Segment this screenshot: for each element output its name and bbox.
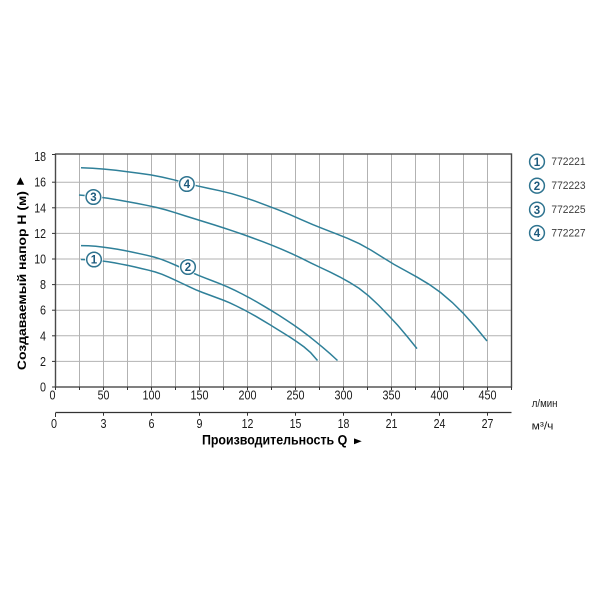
svg-text:14: 14 <box>34 201 46 215</box>
svg-text:4: 4 <box>534 228 541 240</box>
svg-text:21: 21 <box>386 417 398 431</box>
svg-text:3: 3 <box>90 192 96 204</box>
svg-text:0: 0 <box>51 417 57 431</box>
svg-text:400: 400 <box>431 389 449 403</box>
svg-text:4: 4 <box>40 329 46 343</box>
svg-text:2: 2 <box>185 262 191 274</box>
svg-text:10: 10 <box>34 253 46 267</box>
svg-text:350: 350 <box>383 389 401 403</box>
svg-text:450: 450 <box>479 389 497 403</box>
svg-text:772221: 772221 <box>551 156 585 168</box>
svg-text:3: 3 <box>534 205 540 217</box>
svg-text:8: 8 <box>40 278 46 292</box>
svg-text:4: 4 <box>184 179 191 191</box>
svg-text:Производительность Q: Производительность Q <box>202 432 347 447</box>
svg-text:24: 24 <box>434 417 446 431</box>
svg-text:50: 50 <box>98 389 110 403</box>
svg-text:0: 0 <box>50 389 56 403</box>
svg-text:12: 12 <box>242 417 254 431</box>
svg-text:100: 100 <box>143 389 161 403</box>
svg-text:18: 18 <box>338 417 350 431</box>
svg-text:6: 6 <box>149 417 155 431</box>
svg-text:2: 2 <box>534 181 540 193</box>
svg-text:12: 12 <box>34 227 46 241</box>
svg-text:772227: 772227 <box>551 227 585 239</box>
svg-text:3: 3 <box>101 417 107 431</box>
svg-text:6: 6 <box>40 304 46 318</box>
svg-text:16: 16 <box>34 176 46 190</box>
svg-text:2: 2 <box>40 355 46 369</box>
svg-text:9: 9 <box>197 417 203 431</box>
svg-text:Создаваемый напор H (м): Создаваемый напор H (м) <box>15 191 29 370</box>
svg-text:1: 1 <box>91 255 98 267</box>
svg-text:300: 300 <box>335 389 353 403</box>
svg-text:м³/ч: м³/ч <box>532 420 554 432</box>
svg-text:250: 250 <box>287 389 305 403</box>
svg-text:150: 150 <box>191 389 209 403</box>
svg-text:18: 18 <box>34 150 46 164</box>
svg-text:л/мин: л/мин <box>532 398 558 410</box>
svg-text:772223: 772223 <box>551 180 585 192</box>
svg-text:27: 27 <box>482 417 494 431</box>
svg-text:0: 0 <box>40 381 46 395</box>
svg-text:772225: 772225 <box>551 204 585 216</box>
svg-text:200: 200 <box>239 389 257 403</box>
svg-text:1: 1 <box>534 157 541 169</box>
svg-text:15: 15 <box>290 417 302 431</box>
